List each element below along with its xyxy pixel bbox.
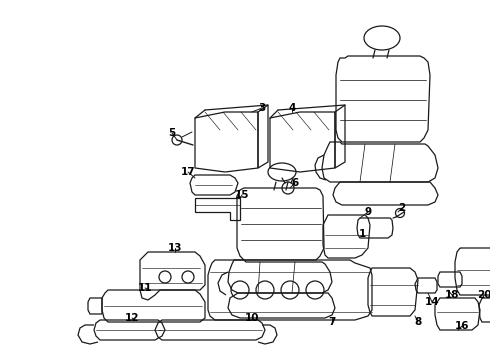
- Text: 16: 16: [455, 321, 469, 331]
- Text: 17: 17: [181, 167, 196, 177]
- Text: 9: 9: [365, 207, 371, 217]
- Text: 1: 1: [358, 229, 366, 239]
- Text: 6: 6: [292, 178, 298, 188]
- Text: 11: 11: [138, 283, 152, 293]
- Text: 20: 20: [477, 290, 490, 300]
- Text: 5: 5: [169, 128, 175, 138]
- Text: 13: 13: [168, 243, 182, 253]
- Text: 14: 14: [425, 297, 440, 307]
- Text: 12: 12: [125, 313, 139, 323]
- Text: 18: 18: [445, 290, 459, 300]
- Text: 10: 10: [245, 313, 259, 323]
- Text: 8: 8: [415, 317, 421, 327]
- Text: 15: 15: [235, 190, 249, 200]
- Text: 4: 4: [288, 103, 295, 113]
- Text: 3: 3: [258, 103, 266, 113]
- Text: 7: 7: [328, 317, 336, 327]
- Text: 2: 2: [398, 203, 406, 213]
